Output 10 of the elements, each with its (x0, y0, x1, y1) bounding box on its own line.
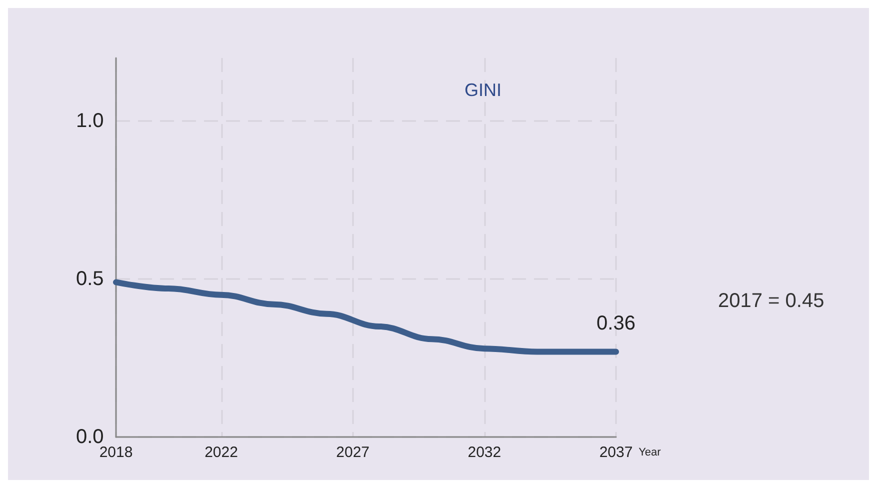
x-tick-label: 2037 (599, 444, 633, 461)
text: GINI (464, 80, 502, 100)
x-tick-label: 2032 (468, 444, 502, 461)
y-tick-label: 0.5 (76, 268, 104, 290)
x-axis-title: Year (638, 446, 662, 458)
x-tick-label: 2022 (204, 444, 238, 461)
annotation: 0.36 (596, 312, 636, 335)
text: 2017 = 0.45 (718, 290, 824, 312)
x-tick-label: 2027 (336, 444, 370, 461)
y-tick-label: 1.0 (76, 110, 104, 132)
